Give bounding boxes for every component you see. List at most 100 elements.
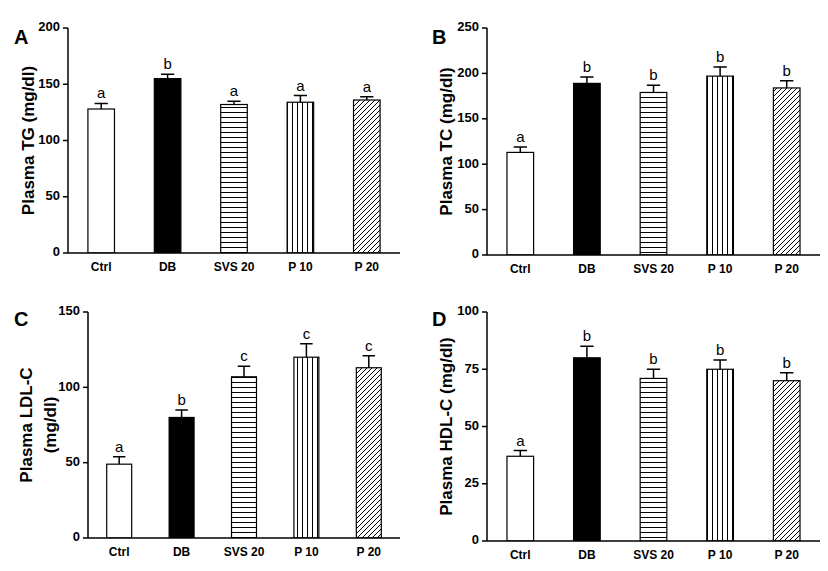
bar [287, 102, 314, 253]
error-bar [294, 96, 307, 103]
y-tick-label: 100 [457, 303, 479, 318]
significance-letter: a [296, 77, 305, 94]
significance-letter: b [783, 354, 791, 371]
error-bar [95, 103, 108, 109]
significance-letter: c [365, 337, 373, 354]
y-tick-label: 0 [472, 246, 479, 261]
bar [354, 100, 381, 253]
error-bar [514, 147, 527, 152]
y-tick [83, 462, 88, 464]
bar [169, 417, 194, 538]
significance-letter: b [716, 48, 724, 65]
error-bar [647, 369, 660, 378]
bar [640, 92, 667, 255]
y-tick [482, 369, 487, 371]
error-bar [580, 77, 593, 83]
error-bar [113, 457, 125, 465]
y-axis-label: Plasma TG (mg/dl) [19, 66, 38, 215]
bar [773, 88, 800, 255]
y-tick-label: 100 [58, 379, 80, 394]
bar [773, 381, 800, 541]
marks [107, 344, 382, 538]
significance-letter: a [516, 128, 525, 145]
y-tick [482, 540, 487, 542]
y-tick [482, 426, 487, 428]
error-bar [514, 451, 527, 457]
error-bar [227, 101, 240, 104]
y-tick [63, 196, 68, 198]
significance-letter: b [649, 350, 657, 367]
y-tick-label: 50 [465, 418, 479, 433]
bar [232, 377, 257, 538]
bar [356, 368, 381, 538]
error-bar [363, 356, 375, 368]
bar [707, 76, 734, 255]
bar [88, 109, 115, 253]
y-tick [482, 254, 487, 256]
error-bar [713, 360, 726, 369]
y-tick [83, 311, 88, 313]
x-tick-label: SVS 20 [633, 548, 674, 562]
y-tick-label: 150 [38, 76, 60, 91]
panel: CPlasma LDL-C(mg/dl)aCtrlbDBcSVS 20cP 10… [14, 303, 400, 559]
y-tick-label: 150 [58, 303, 80, 318]
y-tick [482, 209, 487, 211]
panel: DPlasma HDL-C (mg/dl)aCtrlbDBbSVS 20bP 1… [432, 303, 820, 562]
marks [88, 74, 380, 253]
y-tick [482, 311, 487, 313]
marks [507, 346, 800, 541]
bar [707, 369, 734, 541]
y-tick-label: 0 [472, 532, 479, 547]
y-tick-label: 25 [465, 475, 479, 490]
x-axis-line [88, 537, 400, 539]
y-tick [63, 84, 68, 86]
x-tick-label: P 10 [288, 260, 313, 274]
x-tick-label: DB [173, 545, 191, 559]
x-tick-label: P 10 [294, 545, 319, 559]
y-tick [482, 483, 487, 485]
y-axis-label: (mg/dl) [41, 397, 60, 454]
significance-letter: b [583, 327, 591, 344]
y-tick-label: 50 [46, 188, 60, 203]
significance-letter: b [177, 391, 185, 408]
y-tick-label: 200 [457, 65, 479, 80]
y-axis-label: Plasma TC (mg/dl) [437, 67, 456, 215]
x-tick-label: P 20 [355, 260, 380, 274]
y-axis-label: Plasma LDL-C [17, 367, 36, 482]
x-tick-label: Ctrl [510, 262, 531, 276]
bar [154, 79, 181, 253]
significance-letter: b [649, 66, 657, 83]
panel-label: A [14, 26, 28, 48]
panel-label: C [14, 308, 28, 330]
y-axis-line [486, 28, 488, 255]
y-tick-label: 250 [457, 19, 479, 34]
bar [640, 378, 667, 541]
significance-letter: c [303, 325, 311, 342]
y-tick [482, 163, 487, 165]
bar [221, 105, 248, 254]
significance-letter: a [97, 84, 106, 101]
y-tick-label: 200 [38, 19, 60, 34]
y-tick [482, 118, 487, 120]
x-tick-label: P 20 [357, 545, 382, 559]
significance-letter: b [783, 62, 791, 79]
y-tick [83, 537, 88, 539]
y-tick [63, 27, 68, 29]
y-tick-label: 100 [38, 132, 60, 147]
x-tick-label: P 20 [774, 548, 799, 562]
panel-label: B [432, 26, 446, 48]
error-bar [647, 85, 660, 92]
error-bar [175, 410, 187, 418]
panel-label: D [432, 308, 446, 330]
bar [507, 152, 534, 255]
significance-letter: b [163, 55, 171, 72]
y-tick-label: 50 [465, 201, 479, 216]
y-tick [482, 73, 487, 75]
bar [507, 456, 534, 541]
y-tick-label: 75 [465, 361, 479, 376]
error-bar [300, 344, 312, 358]
y-tick [63, 252, 68, 254]
significance-letter: b [716, 341, 724, 358]
error-bar [780, 81, 793, 88]
x-tick-label: DB [578, 548, 596, 562]
